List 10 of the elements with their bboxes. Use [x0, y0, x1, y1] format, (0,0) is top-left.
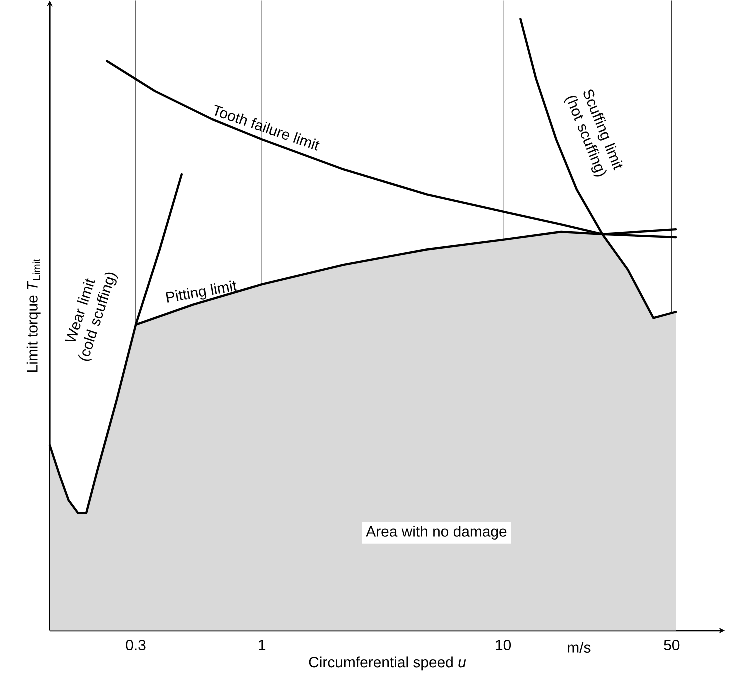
- x-tick-label: 50: [664, 640, 680, 651]
- x-axis-title: Circumferential speed u: [309, 656, 466, 671]
- x-tick-label: 0.3: [126, 640, 146, 651]
- x-tick-label: 10: [496, 640, 512, 651]
- x-tick-label: 1: [259, 640, 266, 650]
- y-axis-title: Limit torque T$_{Limit}$: [26, 259, 41, 372]
- text: Tooth failure limit: [214, 104, 320, 151]
- text: Pitting limit: [166, 280, 238, 303]
- series-label: Area with no damage: [366, 526, 507, 540]
- text: m/s: [568, 642, 591, 654]
